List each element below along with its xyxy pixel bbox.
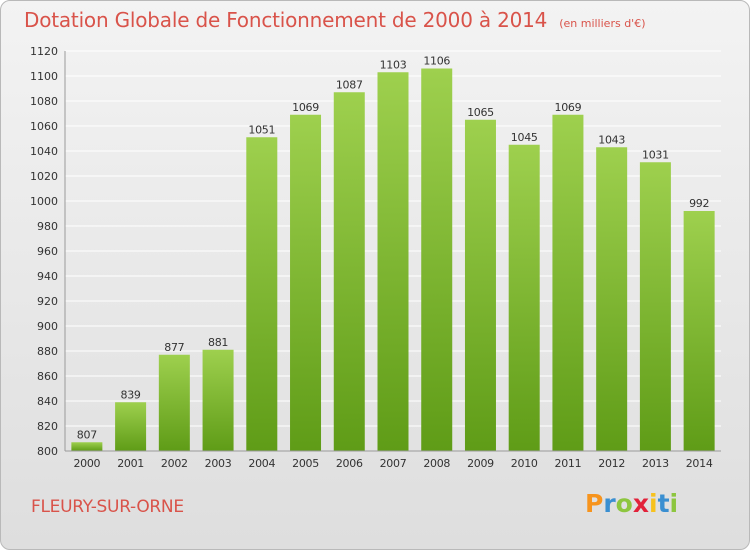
- x-tick-label: 2006: [336, 457, 363, 470]
- bar: [202, 349, 234, 451]
- y-axis: 800 820 840 860 880 900 920 940 960 980 1000 1020 10…: [30, 45, 66, 458]
- title-text: Dotation Globale de Fonctionnement de 20…: [24, 8, 548, 32]
- bar: [333, 92, 365, 451]
- logo-letter: t: [657, 489, 670, 518]
- bar-value-label: 881: [208, 336, 228, 349]
- y-tick-label: 940: [37, 270, 58, 283]
- x-tick-label: 2000: [73, 457, 100, 470]
- y-tick-label: 920: [37, 295, 58, 308]
- y-tick-label: 860: [37, 370, 58, 383]
- y-tick-label: 1080: [30, 95, 58, 108]
- x-tick-label: 2008: [423, 457, 450, 470]
- bar: [115, 402, 147, 451]
- bar: [508, 144, 540, 451]
- bar-value-label: 1087: [336, 78, 363, 91]
- bars: 807 839 877 881 1051 1069 1087 1103 1106 1065 1045…: [71, 55, 715, 451]
- x-tick-label: 2005: [292, 457, 319, 470]
- bar-value-label: 877: [164, 341, 184, 354]
- bar-value-label: 1051: [248, 123, 275, 136]
- x-tick-label: 2002: [161, 457, 188, 470]
- bar-value-label: 839: [121, 388, 141, 401]
- x-tick-label: 2011: [555, 457, 582, 470]
- bar-value-label: 1106: [423, 55, 450, 68]
- bar: [639, 162, 671, 451]
- bar: [683, 211, 715, 451]
- x-tick-label: 2010: [511, 457, 538, 470]
- y-tick-label: 960: [37, 245, 58, 258]
- logo-letter: i: [649, 489, 658, 518]
- bar-value-label: 992: [689, 197, 709, 210]
- y-tick-label: 800: [37, 445, 58, 458]
- y-tick-label: 1120: [30, 45, 58, 58]
- bar: [71, 442, 103, 451]
- chart-title: Dotation Globale de Fonctionnement de 20…: [24, 8, 645, 32]
- x-tick-label: 2004: [248, 457, 275, 470]
- x-tick-label: 2001: [117, 457, 144, 470]
- logo-letter: x: [632, 489, 649, 518]
- logo-letter: r: [603, 489, 616, 518]
- bar-value-label: 1069: [292, 101, 319, 114]
- proxiti-logo[interactable]: Proxiti: [585, 489, 678, 518]
- bar-value-label: 807: [77, 428, 97, 441]
- bar: [464, 119, 496, 451]
- bar: [290, 114, 322, 451]
- bar: [246, 137, 278, 451]
- x-tick-label: 2012: [598, 457, 625, 470]
- x-tick-label: 2014: [686, 457, 713, 470]
- bar: [596, 147, 628, 451]
- y-tick-label: 820: [37, 420, 58, 433]
- y-tick-label: 1000: [30, 195, 58, 208]
- bar: [421, 68, 453, 451]
- logo-letter: i: [669, 489, 679, 518]
- bar-value-label: 1045: [511, 131, 538, 144]
- bar: [377, 72, 409, 451]
- bar-value-label: 1069: [555, 101, 582, 114]
- commune-name: FLEURY-SUR-ORNE: [31, 497, 184, 517]
- logo-letter: P: [585, 489, 604, 518]
- x-tick-label: 2013: [642, 457, 669, 470]
- unit-label: (en milliers d'€): [559, 17, 646, 30]
- y-tick-label: 980: [37, 220, 58, 233]
- x-axis: 2000 2001 2002 2003 2004 2005 2006 2007 2008 2009…: [65, 450, 721, 470]
- y-tick-label: 900: [37, 320, 58, 333]
- y-tick-label: 840: [37, 395, 58, 408]
- bar-value-label: 1103: [380, 58, 407, 71]
- x-tick-label: 2003: [205, 457, 232, 470]
- bar-value-label: 1043: [598, 133, 625, 146]
- x-tick-label: 2007: [380, 457, 407, 470]
- y-tick-label: 1040: [30, 145, 58, 158]
- x-tick-label: 2009: [467, 457, 494, 470]
- y-tick-label: 1060: [30, 120, 58, 133]
- logo-letter: o: [615, 489, 633, 518]
- bar: [158, 354, 190, 451]
- y-tick-label: 1020: [30, 170, 58, 183]
- y-tick-label: 1100: [30, 70, 58, 83]
- bar: [552, 114, 584, 451]
- y-tick-label: 880: [37, 345, 58, 358]
- bar-value-label: 1031: [642, 148, 669, 161]
- bar-value-label: 1065: [467, 106, 494, 119]
